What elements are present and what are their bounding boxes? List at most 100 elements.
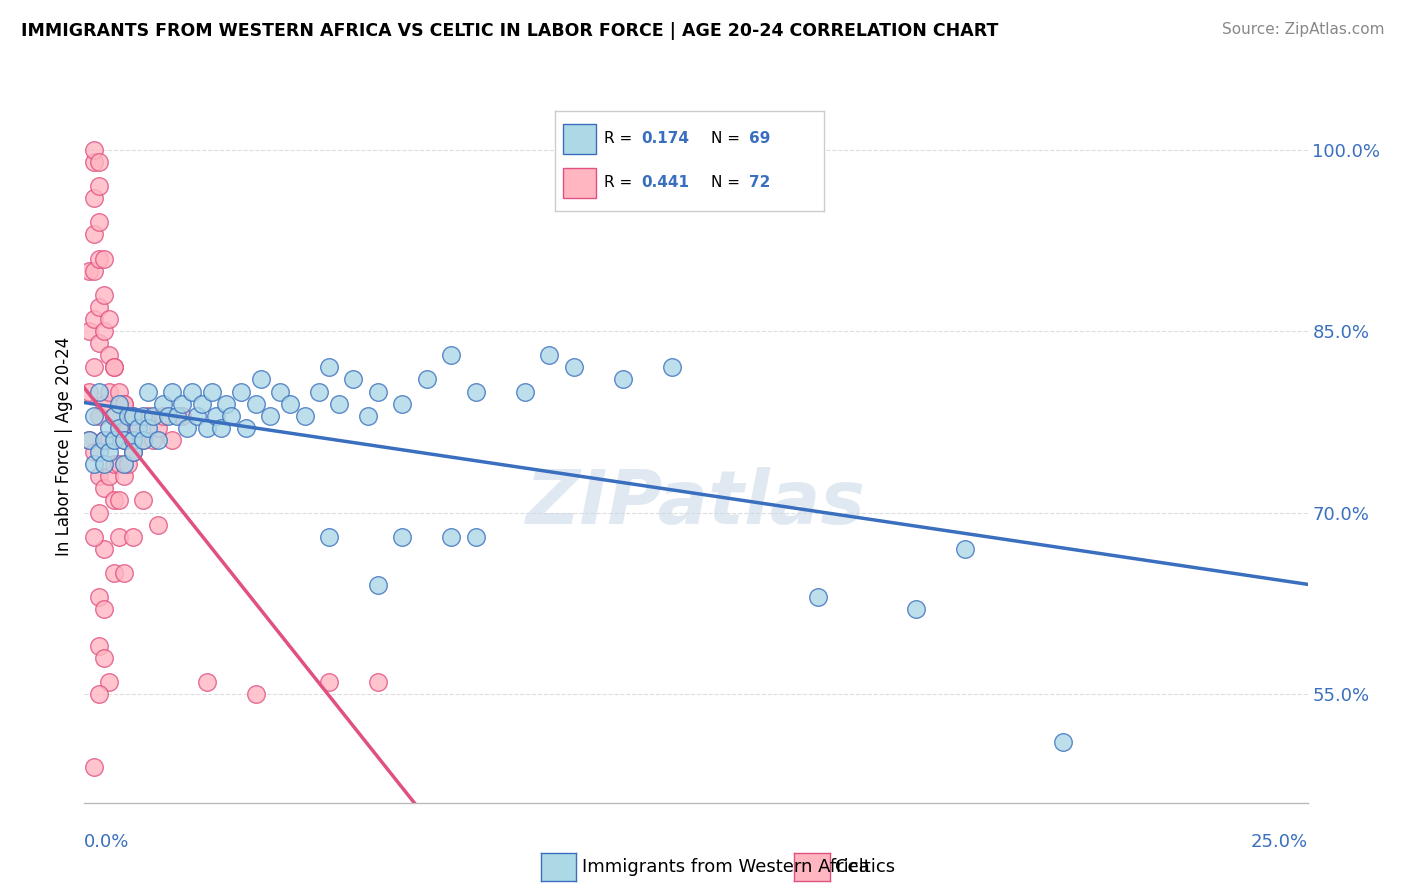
Point [142,433,165,447]
Point [440,530,463,544]
Point [162,384,184,399]
Point [87,384,110,399]
Point [269,384,291,399]
Point [200,384,222,399]
Point [93,324,115,338]
Point [83,143,105,157]
Point [93,397,115,411]
Point [132,493,155,508]
Point [83,360,105,375]
Point [953,541,976,556]
Point [107,384,129,399]
Point [117,457,139,471]
Point [112,566,135,580]
Point [127,421,149,435]
Text: IMMIGRANTS FROM WESTERN AFRICA VS CELTIC IN LABOR FORCE | AGE 20-24 CORRELATION : IMMIGRANTS FROM WESTERN AFRICA VS CELTIC… [21,22,998,40]
Point [191,397,214,411]
Point [117,421,139,435]
Point [127,421,149,435]
Point [172,409,194,423]
Point [83,191,105,205]
Point [87,469,110,483]
Point [156,409,179,423]
Point [249,372,271,386]
Point [538,348,561,362]
Point [77,433,100,447]
Point [195,421,218,435]
Point [342,372,364,386]
Point [176,421,198,435]
Point [97,469,120,483]
Point [103,457,125,471]
Point [229,384,252,399]
Point [1052,735,1074,749]
Point [97,421,120,435]
Point [215,397,238,411]
Point [87,506,110,520]
Point [87,590,110,604]
Point [117,409,139,423]
Point [905,602,928,616]
Point [318,530,340,544]
Point [367,674,389,689]
Point [87,639,110,653]
Point [122,445,145,459]
Point [87,300,110,314]
Point [391,530,413,544]
Point [807,590,830,604]
Point [464,384,486,399]
Point [77,384,100,399]
Point [107,421,129,435]
Point [122,433,145,447]
Point [103,409,125,423]
Point [122,445,145,459]
Point [122,409,145,423]
Text: ZIPatlas: ZIPatlas [526,467,866,540]
Point [152,397,174,411]
Point [367,384,389,399]
Point [103,433,125,447]
Point [107,530,129,544]
Point [93,541,115,556]
Point [562,360,585,375]
Point [83,154,105,169]
Point [107,457,129,471]
Point [245,687,267,701]
Point [166,409,188,423]
Point [93,433,115,447]
Point [93,650,115,665]
Point [136,384,159,399]
Point [328,397,350,411]
Point [97,445,120,459]
Point [83,759,105,773]
Point [440,348,463,362]
Point [83,263,105,277]
Point [181,384,204,399]
Point [136,409,159,423]
Point [93,433,115,447]
Point [87,252,110,266]
Point [112,397,135,411]
Point [152,409,174,423]
Point [195,674,218,689]
Point [464,530,486,544]
Point [93,602,115,616]
Point [259,409,281,423]
Point [97,433,120,447]
Point [612,372,634,386]
Point [87,215,110,229]
Point [107,493,129,508]
Point [83,530,105,544]
Point [97,348,120,362]
Point [219,409,242,423]
Point [142,409,165,423]
Text: Immigrants from Western Africa: Immigrants from Western Africa [582,858,870,876]
Point [357,409,380,423]
Point [112,433,135,447]
Point [146,433,169,447]
Point [513,384,536,399]
Point [103,566,125,580]
Point [205,409,228,423]
Text: 0.0%: 0.0% [84,833,129,851]
Point [93,252,115,266]
